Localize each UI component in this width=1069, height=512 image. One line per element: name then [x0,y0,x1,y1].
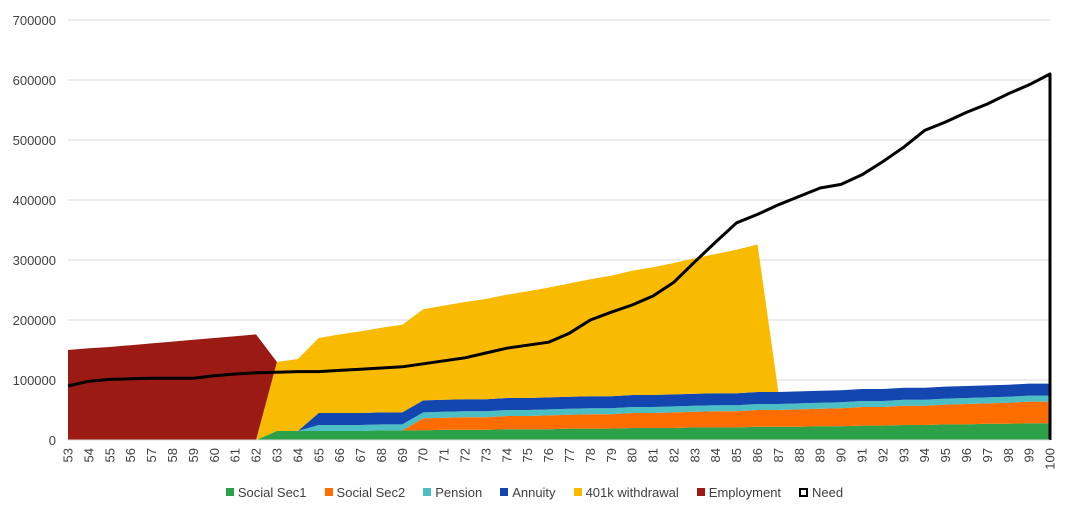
x-tick-label: 96 [959,448,974,462]
x-tick-label: 68 [374,448,389,462]
x-tick-label: 100 [1043,448,1058,470]
y-tick-label: 300000 [13,253,56,268]
x-tick-label: 73 [478,448,493,462]
x-tick-label: 90 [834,448,849,462]
line-series [67,72,1052,440]
y-tick-label: 600000 [13,73,56,88]
x-tick-label: 66 [332,448,347,462]
x-tick-label: 74 [499,448,514,462]
y-tick-label: 200000 [13,313,56,328]
x-tick-label: 55 [102,448,117,462]
legend-label: Social Sec2 [336,484,406,500]
x-tick-label: 71 [437,448,452,462]
x-tick-label: 78 [583,448,598,462]
legend-item: Employment [696,483,782,501]
x-tick-label: 97 [980,448,995,462]
x-tick-label: 70 [416,448,431,462]
legend-label: Need [812,484,844,500]
legend-item: 401k withdrawal [573,483,679,501]
x-tick-label: 62 [249,448,264,462]
legend-swatch [799,487,809,497]
legend-item: Annuity [500,483,556,501]
x-tick-label: 64 [290,448,305,462]
x-tick-label: 54 [81,448,96,462]
x-tick-label: 87 [771,448,786,462]
x-tick-label: 89 [813,448,828,462]
legend-label: 401k withdrawal [585,484,679,500]
x-tick-label: 84 [708,448,723,462]
x-tick-label: 88 [792,448,807,462]
legend-label: Employment [708,484,782,500]
area-employment [68,244,1050,440]
x-tick-label: 82 [666,448,681,462]
x-tick-label: 53 [61,448,76,462]
x-tick-label: 58 [165,448,180,462]
x-tick-label: 95 [938,448,953,462]
y-tick-label: 400000 [13,193,56,208]
x-tick-label: 99 [1022,448,1037,462]
x-tick-label: 67 [353,448,368,462]
x-tick-label: 94 [917,448,932,462]
y-tick-label: 700000 [13,13,56,28]
legend-item: Pension [423,483,482,501]
x-tick-label: 83 [687,448,702,462]
x-tick-label: 56 [123,448,138,462]
line-need [67,72,1052,440]
chart-legend: Social Sec1 Social Sec2 Pension Annuity 401k… [0,483,1069,501]
legend-label: Annuity [512,484,556,500]
x-tick-label: 72 [458,448,473,462]
y-tick-label: 100000 [13,373,56,388]
x-tick-label: 79 [604,448,619,462]
x-tick-label: 60 [207,448,222,462]
axes: 0 100000 200000 300000 400000 500000 600000 700… [13,13,1058,470]
x-tick-label: 65 [311,448,326,462]
y-tick-label: 0 [49,433,56,448]
x-tick-label: 98 [1001,448,1016,462]
x-tick-label: 77 [562,448,577,462]
area-social-sec1 [68,423,1050,440]
legend-swatch [500,488,509,496]
x-tick-label: 92 [875,448,890,462]
x-tick-label: 59 [186,448,201,462]
area-401k-withdrawal [68,244,1050,440]
area-annuity [68,383,1050,440]
x-tick-label: 86 [750,448,765,462]
legend-item: Social Sec2 [324,483,406,501]
x-tick-label: 57 [144,448,159,462]
area-social-sec2 [68,401,1050,440]
legend-label: Pension [435,484,483,500]
legend-swatch [696,488,705,496]
x-tick-label: 81 [646,448,661,462]
x-tick-label: 93 [896,448,911,462]
area-pension [68,395,1050,440]
legend-swatch [225,488,234,496]
x-tick-label: 76 [541,448,556,462]
legend-swatch [324,488,333,496]
gridlines [68,19,1050,381]
x-tick-label: 61 [228,448,243,462]
area-series [68,244,1050,440]
legend-label: Social Sec1 [237,484,307,500]
x-tick-label: 80 [625,448,640,462]
x-tick-label: 75 [520,448,535,462]
x-tick-label: 69 [395,448,410,462]
legend-swatch [573,488,582,496]
legend-swatch [423,488,432,496]
y-tick-label: 500000 [13,133,56,148]
x-tick-label: 85 [729,448,744,462]
x-tick-label: 63 [269,448,284,462]
legend-item: Need [799,483,843,501]
x-tick-label: 91 [855,448,870,462]
legend-item: Social Sec1 [225,483,307,501]
